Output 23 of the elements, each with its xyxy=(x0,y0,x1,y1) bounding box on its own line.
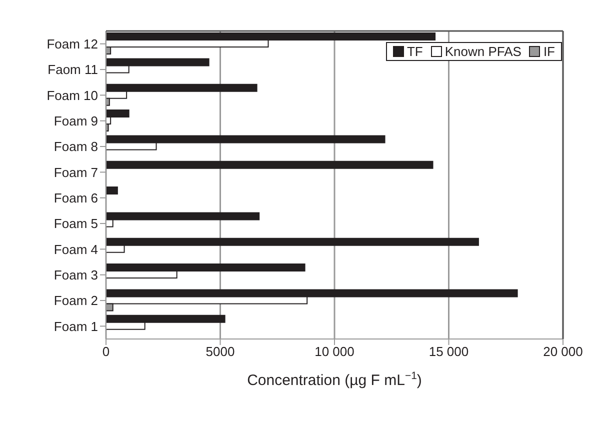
y-tick-label: Foam 8 xyxy=(54,139,98,154)
y-tick-label: Foam 1 xyxy=(54,318,98,334)
x-tick-label: 10 000 xyxy=(314,344,354,360)
x-axis-title: Concentration (µg F mL$^{−1}$) xyxy=(247,370,422,389)
bar xyxy=(106,186,118,195)
y-tick-label: Foam 5 xyxy=(54,216,98,232)
y-tick-label: Foam 4 xyxy=(54,242,98,257)
x-tick-label: 15 000 xyxy=(428,344,469,360)
legend-label: IF xyxy=(542,44,555,59)
y-tick-label: Foam 9 xyxy=(54,113,98,128)
y-tick-label: Faom 11 xyxy=(48,62,98,78)
x-tick-label: 5000 xyxy=(206,344,235,360)
y-tick-label: Foam 12 xyxy=(46,36,98,52)
bar xyxy=(106,160,434,169)
y-tick-label: Foam 7 xyxy=(54,164,98,180)
legend-label: Known PFAS xyxy=(444,44,522,59)
legend-label: TF xyxy=(406,44,423,59)
y-tick-label: Foam 6 xyxy=(54,190,98,206)
x-tick-label: 0 xyxy=(102,344,110,360)
y-tick-label: Foam 3 xyxy=(54,267,98,282)
y-tick-label: Foam 2 xyxy=(54,293,98,308)
x-tick-label: 20 000 xyxy=(543,344,583,360)
y-tick-label: Foam 10 xyxy=(46,88,98,103)
